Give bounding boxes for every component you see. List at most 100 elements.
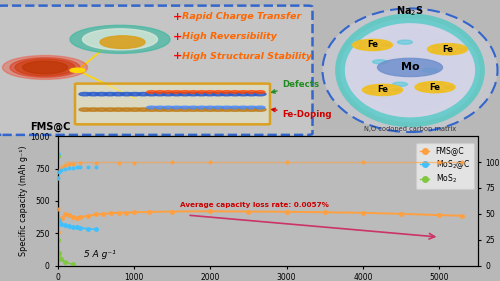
Circle shape (456, 48, 466, 51)
Circle shape (146, 92, 158, 96)
Circle shape (238, 106, 248, 109)
Circle shape (120, 92, 132, 96)
Circle shape (434, 89, 444, 92)
Circle shape (164, 90, 173, 93)
Text: FMS@C: FMS@C (30, 121, 70, 132)
Circle shape (212, 108, 224, 111)
Circle shape (415, 81, 455, 93)
Circle shape (188, 108, 200, 111)
Circle shape (372, 40, 382, 43)
Circle shape (164, 106, 173, 109)
Circle shape (204, 108, 216, 111)
Circle shape (120, 108, 132, 111)
Circle shape (230, 90, 240, 93)
Circle shape (15, 59, 75, 76)
Circle shape (418, 88, 428, 91)
Circle shape (222, 90, 232, 93)
Text: +: + (172, 31, 182, 42)
Circle shape (214, 106, 224, 109)
Text: Fe: Fe (430, 83, 440, 92)
Circle shape (170, 108, 182, 111)
Circle shape (204, 92, 216, 96)
Circle shape (179, 108, 191, 111)
Circle shape (372, 60, 388, 64)
Text: High Structural Stability: High Structural Stability (182, 52, 312, 61)
Circle shape (382, 85, 392, 88)
Circle shape (220, 92, 232, 96)
Ellipse shape (360, 28, 460, 112)
Circle shape (170, 92, 182, 96)
Circle shape (214, 90, 224, 93)
Circle shape (82, 29, 158, 50)
Circle shape (196, 90, 206, 93)
Circle shape (22, 61, 68, 74)
Circle shape (366, 86, 376, 89)
Legend: FMS@C, MoS$_2$@C, MoS$_2$: FMS@C, MoS$_2$@C, MoS$_2$ (416, 143, 474, 189)
Circle shape (352, 39, 393, 51)
Text: +: + (172, 51, 182, 61)
Circle shape (422, 68, 438, 72)
Circle shape (112, 92, 124, 96)
Circle shape (447, 51, 457, 54)
Circle shape (444, 86, 454, 89)
Circle shape (138, 92, 149, 96)
Circle shape (70, 25, 170, 53)
Circle shape (238, 90, 248, 93)
Circle shape (112, 108, 124, 111)
Circle shape (188, 106, 198, 109)
Circle shape (96, 108, 108, 111)
Circle shape (88, 108, 100, 111)
FancyBboxPatch shape (75, 84, 270, 124)
Circle shape (162, 92, 174, 96)
Circle shape (146, 106, 156, 109)
Circle shape (138, 108, 149, 111)
Circle shape (254, 92, 266, 96)
Circle shape (196, 92, 207, 96)
Circle shape (254, 108, 266, 111)
Circle shape (431, 50, 441, 53)
Circle shape (188, 90, 198, 93)
Circle shape (392, 89, 402, 91)
Text: Mo: Mo (400, 62, 419, 72)
Circle shape (444, 86, 454, 89)
Circle shape (392, 82, 407, 87)
Circle shape (79, 92, 91, 96)
Circle shape (238, 108, 250, 111)
Circle shape (100, 36, 145, 48)
Circle shape (431, 46, 441, 48)
Text: Fe: Fe (442, 45, 453, 54)
Circle shape (229, 92, 241, 96)
Circle shape (230, 106, 240, 109)
Circle shape (238, 92, 250, 96)
Text: Na$_2$S: Na$_2$S (396, 4, 424, 18)
Circle shape (382, 44, 392, 46)
Ellipse shape (322, 8, 498, 132)
Circle shape (418, 83, 428, 86)
Text: Defects: Defects (272, 80, 320, 93)
Circle shape (162, 108, 174, 111)
Circle shape (155, 90, 165, 93)
Y-axis label: Specific capacity (mAh g⁻¹): Specific capacity (mAh g⁻¹) (18, 146, 28, 256)
Circle shape (398, 40, 412, 44)
Circle shape (366, 91, 376, 94)
Circle shape (129, 92, 141, 96)
Circle shape (180, 90, 190, 93)
Circle shape (146, 90, 156, 93)
Circle shape (356, 41, 366, 44)
Circle shape (356, 46, 366, 49)
Circle shape (362, 84, 403, 96)
Text: N,O codoped carbon matrix: N,O codoped carbon matrix (364, 126, 456, 132)
Text: Fe-Doping: Fe-Doping (272, 108, 332, 119)
Circle shape (172, 106, 181, 109)
Circle shape (220, 108, 232, 111)
Circle shape (382, 92, 392, 95)
Circle shape (70, 68, 85, 72)
Circle shape (146, 108, 158, 111)
Circle shape (172, 90, 181, 93)
Circle shape (129, 108, 141, 111)
Circle shape (79, 108, 91, 111)
Circle shape (10, 58, 80, 77)
Circle shape (155, 106, 165, 109)
Circle shape (428, 44, 468, 55)
Circle shape (179, 92, 191, 96)
